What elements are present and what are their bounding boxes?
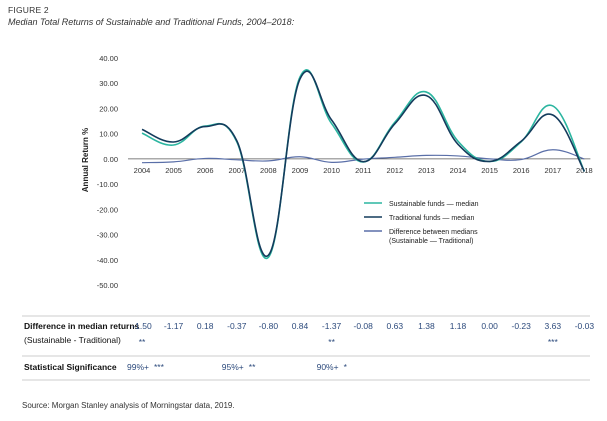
y-tick-label: 20.00 <box>99 104 118 113</box>
legend-label-difference: Difference between medians <box>389 229 478 236</box>
difference-significance-stars: ** <box>139 337 146 347</box>
x-tick-label: 2009 <box>292 166 309 175</box>
x-tick-label: 2007 <box>228 166 245 175</box>
significance-percent: 90%+ <box>317 362 339 372</box>
x-tick-label: 2017 <box>544 166 561 175</box>
difference-value: 3.63 <box>545 321 562 331</box>
x-tick-label: 2008 <box>260 166 277 175</box>
difference-value: 0.63 <box>387 321 404 331</box>
y-tick-label: 10.00 <box>99 130 118 139</box>
significance-row-label: Statistical Significance <box>24 362 117 372</box>
y-tick-label: -10.00 <box>97 180 118 189</box>
legend: Sustainable funds — median Traditional f… <box>364 201 479 245</box>
y-tick-label: -50.00 <box>97 281 118 290</box>
y-tick-label: 0.00 <box>103 155 118 164</box>
difference-values-row: -1.50 ** -1.17 0.18 -0.37 -0.80 0.84 -1.37 ** -0.… <box>132 321 594 347</box>
difference-row-label: Difference in median returns <box>24 321 140 331</box>
difference-significance-stars: *** <box>548 337 559 347</box>
y-tick-label: -40.00 <box>97 256 118 265</box>
x-tick-label: 2014 <box>450 166 467 175</box>
legend-label-traditional: Traditional funds — median <box>389 215 474 222</box>
difference-value: -0.03 <box>575 321 595 331</box>
x-tick-label: 2015 <box>481 166 498 175</box>
x-tick-label: 2016 <box>513 166 530 175</box>
significance-percent: 95%+ <box>222 362 244 372</box>
x-tick-label: 2012 <box>386 166 403 175</box>
series-lines <box>141 69 586 260</box>
series-line-sustainable <box>141 69 586 260</box>
difference-value: -0.80 <box>259 321 279 331</box>
significance-stars: *** <box>154 362 165 372</box>
y-axis-label: Annual Return % <box>81 128 90 192</box>
y-tick-label: 30.00 <box>99 79 118 88</box>
x-tick-label: 2005 <box>165 166 182 175</box>
difference-value: -0.08 <box>354 321 374 331</box>
source-note: Source: Morgan Stanley analysis of Morni… <box>22 401 235 410</box>
y-tick-label: 40.00 <box>99 54 118 63</box>
difference-value: -1.17 <box>164 321 184 331</box>
x-tick-label: 2010 <box>323 166 340 175</box>
figure-title: Median Total Returns of Sustainable and … <box>8 17 295 27</box>
difference-value: 0.00 <box>481 321 498 331</box>
difference-value: 0.18 <box>197 321 214 331</box>
legend-label-sustainable: Sustainable funds — median <box>389 201 479 208</box>
y-tick-label: -30.00 <box>97 231 118 240</box>
significance-legend-row: 99%+ *** 95%+ ** 90%+ * <box>127 362 348 372</box>
series-line-traditional <box>141 70 586 257</box>
significance-stars: * <box>344 362 348 372</box>
x-tick-label: 2013 <box>418 166 435 175</box>
difference-value: -1.37 <box>322 321 342 331</box>
difference-value: -1.50 <box>132 321 152 331</box>
legend-label-difference-line2: (Sustainable — Traditional) <box>389 238 473 245</box>
x-tick-label: 2006 <box>197 166 214 175</box>
difference-row-sublabel: (Sustainable - Traditional) <box>24 335 121 345</box>
difference-value: 1.18 <box>450 321 467 331</box>
series-line-difference <box>141 149 585 164</box>
difference-significance-stars: ** <box>328 337 335 347</box>
difference-value: -0.37 <box>227 321 247 331</box>
difference-value: 0.84 <box>292 321 309 331</box>
y-axis-ticks: 40.00 30.00 20.00 10.00 0.00 -10.00 -20.00 -30.… <box>97 54 118 290</box>
significance-percent: 99%+ <box>127 362 149 372</box>
x-tick-label: 2004 <box>134 166 151 175</box>
x-tick-label: 2011 <box>355 166 371 175</box>
returns-line-chart: 40.00 30.00 20.00 10.00 0.00 -10.00 -20.00 -30.… <box>22 54 594 381</box>
difference-value: -0.23 <box>512 321 532 331</box>
y-tick-label: -20.00 <box>97 205 118 214</box>
difference-value: 1.38 <box>418 321 435 331</box>
significance-stars: ** <box>249 362 256 372</box>
x-axis-ticks: 2004 2005 2006 2007 2008 2009 2010 2011 2012 2013… <box>134 166 593 175</box>
figure-label: FIGURE 2 <box>8 5 49 15</box>
